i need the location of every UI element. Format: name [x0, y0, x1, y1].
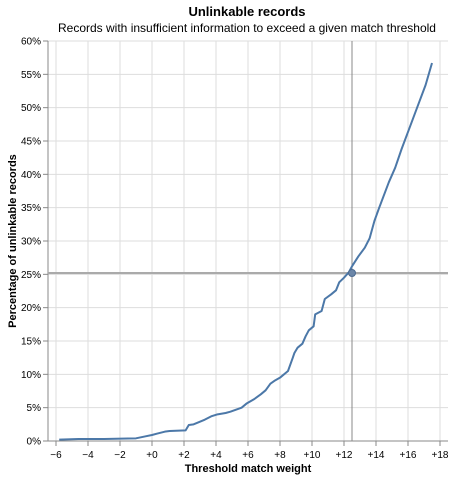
x-tick-label: +14	[368, 450, 385, 461]
y-tick-label: 20%	[21, 303, 41, 314]
x-tick-label: +16	[400, 450, 417, 461]
x-tick-label: −6	[50, 450, 62, 461]
y-tick-label: 0%	[27, 437, 42, 448]
threshold-point	[349, 270, 356, 277]
y-axis-title: Percentage of unlinkable records	[7, 154, 19, 328]
y-tick-label: 55%	[21, 70, 41, 81]
x-axis-title: Threshold match weight	[185, 463, 312, 475]
y-tick-label: 15%	[21, 337, 41, 348]
x-tick-label: +6	[242, 450, 254, 461]
y-tick-label: 25%	[21, 270, 41, 281]
chart-title: Unlinkable records	[188, 4, 305, 19]
y-tick-label: 10%	[21, 370, 41, 381]
x-tick-label: −2	[114, 450, 126, 461]
y-tick-label: 40%	[21, 170, 41, 181]
x-tick-label: −4	[82, 450, 94, 461]
y-tick-label: 45%	[21, 137, 41, 148]
axes	[43, 41, 448, 446]
chart-subtitle: Records with insufficient information to…	[58, 21, 436, 35]
x-tick-label: +18	[432, 450, 449, 461]
grid-lines	[48, 41, 448, 441]
y-tick-label: 5%	[27, 403, 42, 414]
x-tick-label: +12	[336, 450, 353, 461]
x-tick-label: +4	[210, 450, 222, 461]
y-tick-label: 30%	[21, 237, 41, 248]
x-tick-label: +0	[146, 450, 158, 461]
x-tick-label: +2	[178, 450, 190, 461]
x-tick-label: +10	[304, 450, 321, 461]
y-tick-label: 60%	[21, 37, 41, 48]
y-tick-label: 50%	[21, 103, 41, 114]
y-tick-label: 35%	[21, 203, 41, 214]
tick-labels: −6 −4 −2 +0 +2 +4 +6 +8 +10 +12 +14 +16 +18 0% 5% 10% 15…	[21, 37, 449, 462]
x-tick-label: +8	[274, 450, 286, 461]
